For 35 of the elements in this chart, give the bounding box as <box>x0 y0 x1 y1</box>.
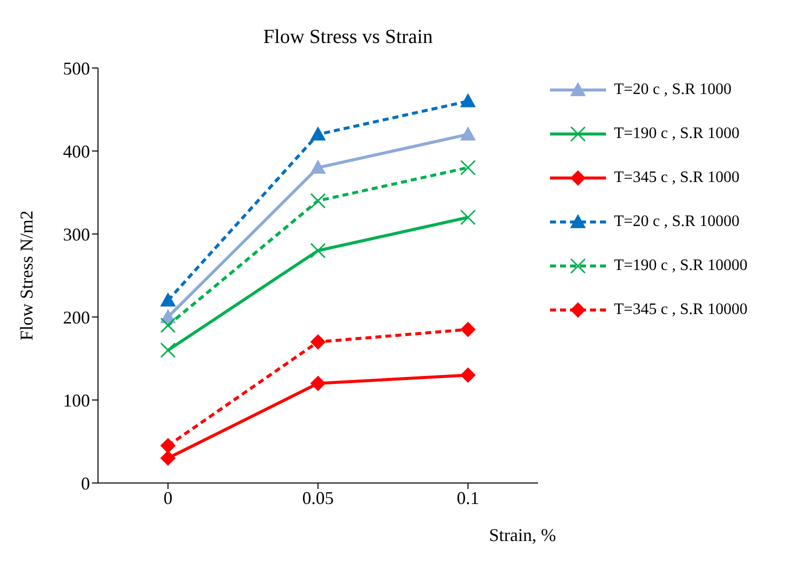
y-tick-label: 200 <box>63 307 90 328</box>
point <box>310 242 326 258</box>
x-axis-title: Strain, % <box>489 525 556 545</box>
point <box>310 193 326 209</box>
point <box>160 318 176 334</box>
chart-title: Flow Stress vs Strain <box>262 26 434 49</box>
point <box>310 160 326 174</box>
y-tick-label: 300 <box>63 224 90 244</box>
point <box>310 334 326 350</box>
x-tick-label: 0.05 <box>302 488 334 508</box>
legend-label: T=20 c , S.R 10000 <box>614 213 740 231</box>
legend-label: T=190 c , S.R 10000 <box>614 257 748 275</box>
point <box>160 292 176 306</box>
point <box>460 126 476 140</box>
point <box>460 322 476 337</box>
point <box>460 94 476 108</box>
point <box>460 160 476 176</box>
y-tick-label: 0 <box>81 473 90 494</box>
y-tick-label: 500 <box>63 58 90 78</box>
point <box>160 342 176 358</box>
legend-label: T=345 c , S.R 10000 <box>614 301 748 319</box>
point <box>160 438 176 454</box>
legend-label: T=20 c , S.R 1000 <box>614 81 732 99</box>
legend-label: T=190 c , S.R 1000 <box>614 125 740 143</box>
point <box>310 376 326 391</box>
point <box>310 126 326 140</box>
legend-label: T=345 c , S.R 1000 <box>614 169 740 187</box>
y-axis-title: Flow Stress N/m2 <box>16 210 36 341</box>
x-tick-label: 0.1 <box>456 488 480 508</box>
x-tick-label: 0 <box>164 488 172 508</box>
y-tick-label: 100 <box>63 390 90 410</box>
point <box>460 368 476 383</box>
point <box>460 210 476 226</box>
point <box>160 450 176 466</box>
y-tick-label: 400 <box>63 141 90 162</box>
